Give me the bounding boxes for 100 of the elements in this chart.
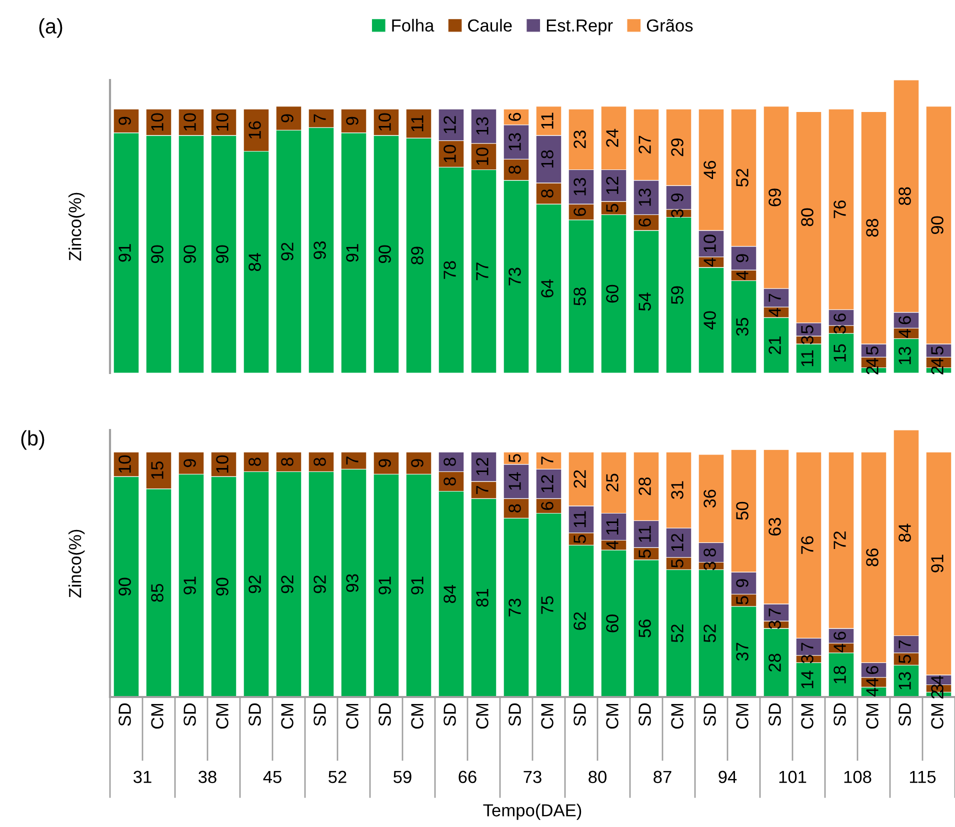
data-label: 28 (768, 654, 781, 672)
data-label: 36 (704, 490, 716, 508)
x-tick-label: SD (898, 703, 911, 726)
data-label: 24 (606, 128, 618, 147)
x-tick-label: CM (866, 704, 878, 729)
legend-label: Grãos (646, 19, 693, 32)
data-label: 15 (151, 461, 164, 479)
data-label: 78 (444, 261, 456, 279)
data-label: 73 (508, 268, 521, 286)
data-label: 13 (508, 133, 521, 150)
data-label: 58 (574, 288, 586, 306)
data-label: 91 (931, 554, 944, 572)
data-label: 4 (931, 358, 944, 367)
data-label: 84 (248, 252, 261, 272)
data-label: 76 (801, 536, 814, 554)
data-label: 90 (151, 245, 164, 264)
text: 115 (910, 770, 936, 784)
data-label: 92 (281, 576, 294, 594)
data-label: 9 (346, 116, 358, 125)
data-label: 72 (834, 531, 846, 549)
data-label: 84 (444, 584, 456, 604)
data-label: 8 (508, 504, 521, 512)
data-label: 89 (411, 246, 424, 264)
text: 52 (328, 770, 346, 784)
text: 87 (654, 770, 672, 784)
data-label: 9 (671, 193, 684, 202)
x-tick-label: SD (768, 703, 781, 726)
x-tick-label: SD (184, 703, 196, 726)
data-label: 64 (541, 279, 554, 298)
data-label: 5 (574, 534, 586, 544)
data-label: 15 (834, 344, 846, 362)
data-label: 4 (866, 688, 878, 697)
text: 94 (718, 770, 737, 784)
x-tick-label: SD (118, 703, 131, 726)
data-label: 6 (508, 112, 521, 121)
data-label: 5 (508, 454, 521, 462)
data-label: 93 (314, 241, 326, 260)
data-label: 73 (508, 598, 521, 616)
data-label: 4 (866, 678, 878, 687)
data-label: 2 (931, 366, 944, 374)
data-label: 10 (378, 113, 391, 131)
text: 73 (524, 770, 542, 784)
data-label: 13 (574, 178, 586, 196)
data-label: 10 (216, 113, 228, 131)
x-tick-label: CM (346, 704, 358, 729)
data-label: 91 (184, 576, 196, 594)
data-label: 91 (411, 576, 424, 594)
text: 80 (588, 770, 606, 784)
text: 59 (394, 770, 412, 784)
data-label: 69 (768, 188, 781, 206)
chart-title: (a) (39, 18, 62, 38)
data-label: 6 (541, 502, 554, 510)
data-label: 12 (671, 534, 684, 552)
data-label: 4 (834, 644, 846, 652)
data-label: 10 (476, 148, 488, 165)
data-label: 84 (898, 524, 911, 542)
data-label: 81 (476, 588, 488, 607)
data-label: 5 (671, 559, 684, 568)
x-tick-label: SD (378, 703, 391, 726)
data-label: 9 (411, 459, 424, 468)
data-label: 23 (574, 130, 586, 148)
data-label: 91 (118, 244, 131, 262)
data-label: 3 (834, 325, 846, 334)
x-tick-label: SD (704, 703, 716, 726)
x-axis-title: Tempo(DAE) (483, 804, 582, 820)
data-label: 6 (898, 316, 911, 324)
data-label: 8 (508, 166, 521, 174)
data-label: 90 (378, 245, 391, 264)
data-label: 90 (118, 578, 131, 596)
x-tick-label: SD (834, 703, 846, 726)
data-label: 9 (378, 459, 391, 468)
text: 31 (134, 770, 152, 784)
data-label: 8 (704, 548, 716, 557)
x-tick-label: SD (444, 703, 456, 726)
data-label: 85 (151, 584, 164, 602)
data-label: 16 (248, 121, 261, 138)
data-label: 35 (736, 318, 748, 336)
data-label: 4 (866, 358, 878, 367)
data-label: 8 (314, 458, 326, 466)
data-label: 5 (931, 346, 944, 355)
data-label: 12 (476, 458, 488, 476)
x-tick-label: CM (931, 704, 944, 729)
data-label: 7 (768, 608, 781, 616)
data-label: 52 (736, 168, 748, 187)
data-label: 92 (248, 576, 261, 594)
data-label: 63 (768, 518, 781, 536)
data-label: 88 (866, 218, 878, 237)
data-label: 11 (606, 518, 618, 534)
data-label: 10 (704, 234, 716, 252)
data-label: 8 (281, 458, 294, 466)
data-label: 4 (736, 271, 748, 280)
x-tick-label: CM (151, 704, 164, 729)
data-label: 37 (736, 642, 748, 661)
data-label: 11 (574, 511, 586, 528)
data-label: 50 (736, 502, 748, 520)
data-label: 9 (118, 116, 131, 125)
text: 101 (779, 770, 806, 784)
data-label: 77 (476, 262, 488, 280)
data-label: 18 (834, 666, 846, 684)
data-label: 6 (866, 666, 878, 674)
